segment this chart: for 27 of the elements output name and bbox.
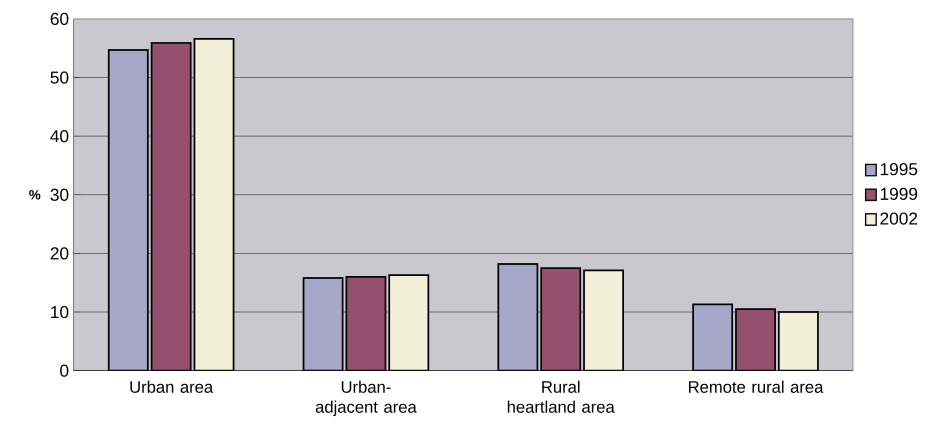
x-tick-label: Remote rural area	[688, 380, 824, 393]
bar	[302, 277, 344, 371]
legend-label: 1999	[880, 188, 918, 200]
x-tick-label: Urban-adjacent area	[316, 380, 417, 416]
x-tick-label: Urban area	[130, 380, 214, 393]
x-tick-label: Rural heartland area	[508, 380, 615, 413]
bar	[346, 276, 386, 371]
y-tick-label: 50	[50, 71, 68, 84]
legend-label: 2002	[880, 212, 918, 225]
bar	[388, 274, 430, 371]
bar	[583, 270, 624, 371]
legend-label: 1995	[880, 163, 918, 176]
y-tick-label: 10	[51, 306, 68, 318]
y-axis-title: %	[29, 190, 40, 200]
bar	[692, 304, 734, 371]
bar	[497, 263, 538, 371]
bar	[150, 42, 192, 371]
y-tick-label: 60	[50, 12, 68, 26]
bar	[778, 311, 819, 371]
y-tick-label: 30	[50, 188, 68, 201]
bar	[540, 267, 582, 371]
y-tick-label: 40	[50, 130, 68, 142]
bar	[194, 38, 234, 371]
bar	[108, 49, 149, 371]
bar	[735, 308, 776, 371]
y-tick-label: 20	[50, 247, 68, 260]
y-tick-label: 0	[60, 364, 68, 377]
